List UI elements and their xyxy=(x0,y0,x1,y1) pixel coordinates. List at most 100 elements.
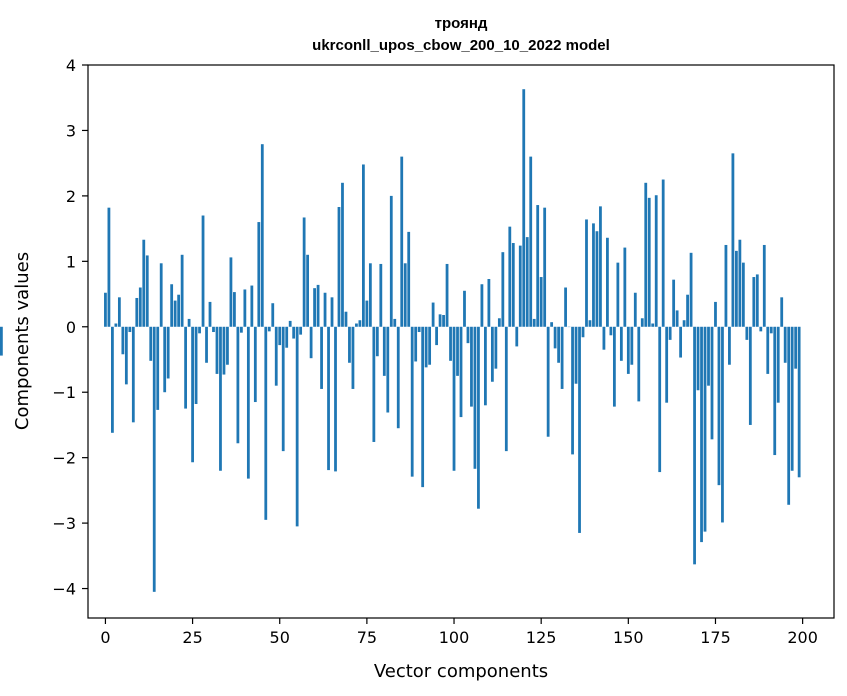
bar-76 xyxy=(368,263,372,327)
bar-160 xyxy=(661,179,665,327)
bar-191 xyxy=(769,326,773,334)
x-tick-label: 0 xyxy=(100,628,110,647)
bar-6 xyxy=(124,326,128,385)
bar-178 xyxy=(724,244,728,327)
x-tick-label: 100 xyxy=(439,628,470,647)
bar-181 xyxy=(735,250,738,327)
bar-89 xyxy=(414,326,418,362)
bar-198 xyxy=(794,326,798,369)
bar-185 xyxy=(748,326,752,425)
bar-113 xyxy=(497,318,501,327)
bar-175 xyxy=(714,301,717,327)
bar-8 xyxy=(131,326,135,423)
bar-56 xyxy=(299,326,303,335)
bar-35 xyxy=(226,326,229,365)
bar-98 xyxy=(445,263,449,327)
x-tick-label: 175 xyxy=(700,628,731,647)
bar-174 xyxy=(710,326,714,440)
bar-137 xyxy=(581,326,585,338)
chart-title: троянд xyxy=(435,15,488,32)
bar-130 xyxy=(557,326,560,363)
bar-163 xyxy=(672,279,676,327)
bar-4 xyxy=(117,297,121,327)
bar-192 xyxy=(773,326,777,456)
bar-118 xyxy=(515,326,519,347)
x-tick-label: 50 xyxy=(270,628,290,647)
bar-106 xyxy=(473,326,477,469)
bar-31 xyxy=(212,326,215,333)
bar-162 xyxy=(668,326,672,340)
bar-127 xyxy=(546,326,550,437)
x-axis-label: Vector components xyxy=(374,661,548,682)
bar-177 xyxy=(721,326,724,523)
bar-101 xyxy=(456,326,459,376)
x-tick-label: 200 xyxy=(787,628,818,647)
y-tick-label: 3 xyxy=(66,121,76,140)
bar-38 xyxy=(236,326,240,444)
bar-102 xyxy=(459,326,463,418)
bar-27 xyxy=(198,326,201,334)
bar-93 xyxy=(428,326,432,365)
bar-146 xyxy=(612,326,616,407)
bar-94 xyxy=(431,302,435,327)
bar-12 xyxy=(145,255,149,327)
bar-7 xyxy=(128,326,132,333)
bar-123 xyxy=(532,318,536,327)
x-tick-label: 25 xyxy=(182,628,202,647)
bar-116 xyxy=(508,226,512,327)
bar-120 xyxy=(522,89,526,327)
bar-168 xyxy=(689,252,693,327)
plot-frame xyxy=(87,64,835,619)
bar-109 xyxy=(484,326,487,406)
y-tick-label: −3 xyxy=(52,514,76,533)
bar-36 xyxy=(229,257,233,327)
bar-47 xyxy=(267,326,271,332)
bar-139 xyxy=(588,320,592,327)
bar-44 xyxy=(257,222,261,327)
bars-group xyxy=(0,89,801,592)
bar-66 xyxy=(334,326,337,472)
bar-149 xyxy=(623,247,627,327)
bar-115 xyxy=(504,326,508,452)
bar-188 xyxy=(759,326,763,332)
bar-77 xyxy=(372,326,376,442)
bar-141 xyxy=(595,231,599,327)
bar-147 xyxy=(616,262,620,327)
bar-117 xyxy=(511,243,515,327)
bar-148 xyxy=(619,326,623,361)
bar-41 xyxy=(246,326,250,479)
bar-196 xyxy=(787,326,791,505)
bar-111 xyxy=(490,326,494,382)
bar-132 xyxy=(564,287,567,327)
bar-49 xyxy=(274,326,278,386)
bar-140 xyxy=(592,223,595,327)
bar-60 xyxy=(313,288,316,327)
bar-5 xyxy=(121,326,125,355)
x-tick-label: 125 xyxy=(526,628,557,647)
bar-65 xyxy=(330,297,334,327)
bar-16 xyxy=(159,263,163,327)
bar-190 xyxy=(766,326,770,374)
bar-142 xyxy=(599,206,602,327)
bar-165 xyxy=(679,326,683,358)
bar-undefined xyxy=(0,326,3,356)
bar-179 xyxy=(728,326,731,365)
bar-134 xyxy=(571,326,574,455)
bar-24 xyxy=(187,318,191,327)
bar-182 xyxy=(738,239,742,327)
bar-43 xyxy=(253,326,257,403)
bar-62 xyxy=(320,326,323,389)
bar-26 xyxy=(194,326,198,404)
y-tick-label: −1 xyxy=(52,383,76,402)
bar-169 xyxy=(693,326,696,565)
bar-58 xyxy=(306,254,310,327)
bar-195 xyxy=(783,326,787,363)
y-axis-label: Components values xyxy=(12,252,33,430)
bar-167 xyxy=(686,294,689,327)
bar-143 xyxy=(602,326,606,350)
bar-107 xyxy=(477,326,480,509)
bar-83 xyxy=(393,318,397,327)
bar-63 xyxy=(323,292,327,327)
bar-135 xyxy=(574,326,578,384)
x-tick-label: 75 xyxy=(357,628,377,647)
